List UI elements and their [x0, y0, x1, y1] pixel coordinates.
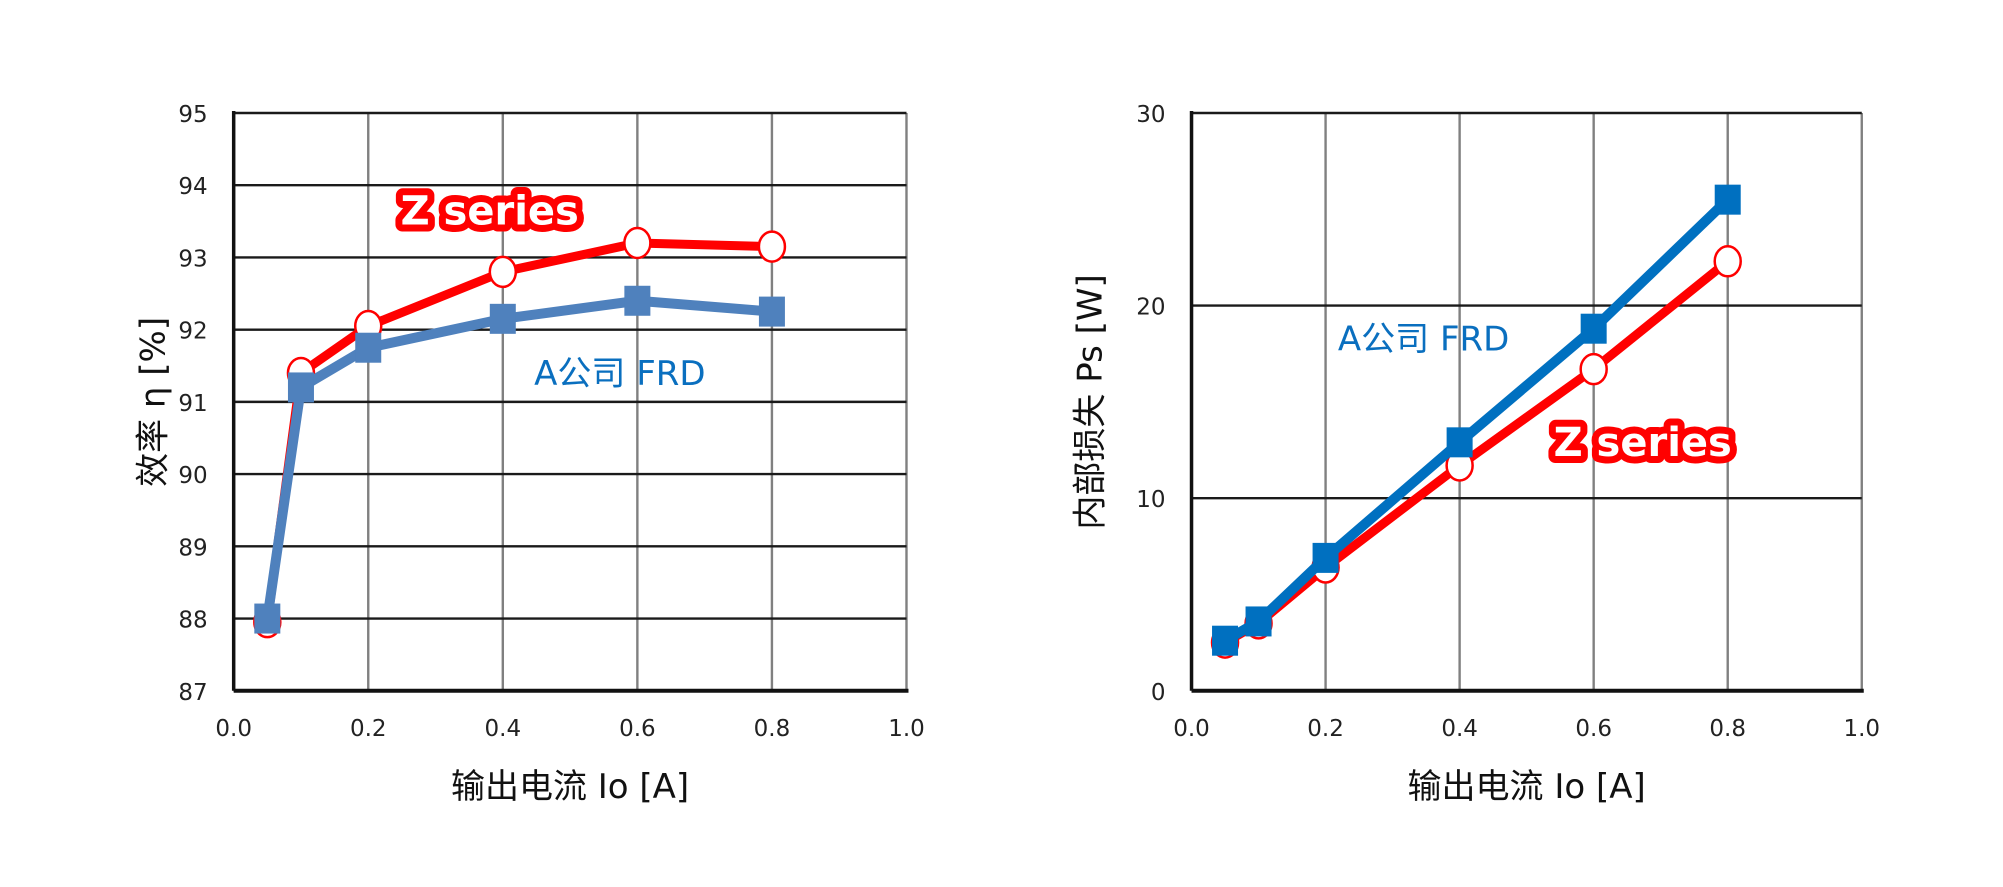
- a-company-line: [262, 295, 773, 620]
- a-company-marker: [489, 303, 516, 334]
- y-tick-label: 88: [178, 608, 207, 634]
- x-tick-label: 1.0: [888, 716, 925, 742]
- x-tick-label: 0.8: [1709, 716, 1746, 742]
- loss-chart: 0.0 0.2 0.4 0.6 0.8 1.0 0 10 20 30 Z series A公司 FRD…: [1071, 102, 1880, 807]
- a-company-marker: [1245, 606, 1272, 637]
- y-tick-label: 92: [178, 319, 207, 345]
- y-tick-label: 94: [178, 174, 207, 200]
- a-company-marker: [1312, 542, 1339, 573]
- x-tick-label: 0.6: [619, 716, 656, 742]
- z-series-marker: [757, 230, 787, 263]
- y-tick-label: 93: [178, 246, 207, 272]
- a-company-marker: [1212, 625, 1239, 656]
- y-tick-label: 10: [1136, 487, 1165, 513]
- z-series-marker: [1579, 352, 1608, 386]
- z-series-marker: [488, 255, 518, 289]
- x-axis-title: 输出电流 Io [A]: [451, 767, 689, 807]
- y-tick-label: 20: [1136, 295, 1165, 321]
- x-tick-label: 0.0: [215, 716, 252, 742]
- a-company-marker: [1446, 427, 1473, 458]
- y-axis-title: 内部损失 Ps [W]: [1071, 274, 1111, 529]
- a-company-marker: [758, 296, 785, 327]
- y-tick-label: 90: [178, 463, 207, 489]
- z-series-annotation: Z series: [1554, 420, 1732, 466]
- y-tick-label: 0: [1151, 680, 1166, 706]
- a-company-marker: [1714, 184, 1741, 215]
- z-series-marker: [1713, 245, 1742, 278]
- y-tick-label: 89: [178, 535, 207, 561]
- a-company-marker: [355, 332, 382, 363]
- x-tick-label: 0.4: [1441, 716, 1478, 742]
- y-tick-label: 91: [178, 391, 207, 417]
- y-tick-label: 30: [1136, 102, 1165, 128]
- x-axis-title: 输出电流 Io [A]: [1408, 767, 1646, 807]
- a-company-marker: [624, 285, 651, 316]
- z-series-marker: [623, 226, 652, 260]
- x-tick-label: 0.2: [1307, 716, 1344, 742]
- z-series-annotation: Z series: [401, 189, 579, 235]
- x-tick-label: 0.6: [1575, 716, 1612, 742]
- x-tick-label: 0.2: [350, 716, 387, 742]
- a-company-marker: [287, 372, 314, 403]
- y-tick-label: 95: [178, 102, 207, 128]
- y-tick-label: 87: [178, 680, 207, 706]
- a-company-marker: [1580, 313, 1607, 344]
- x-tick-label: 0.8: [754, 716, 791, 742]
- efficiency-chart: 0.0 0.2 0.4 0.6 0.8 1.0 87 88 89 90 91 92 93 94 95 Z se…: [133, 102, 924, 807]
- a-company-annotation: A公司 FRD: [1338, 320, 1509, 360]
- z-series-line: [262, 238, 773, 623]
- x-tick-label: 1.0: [1843, 716, 1880, 742]
- x-tick-label: 0.0: [1173, 716, 1210, 742]
- y-axis-title: 效率 η [%]: [133, 317, 173, 487]
- a-company-marker: [254, 603, 281, 634]
- x-tick-label: 0.4: [485, 716, 522, 742]
- a-company-annotation: A公司 FRD: [534, 354, 705, 394]
